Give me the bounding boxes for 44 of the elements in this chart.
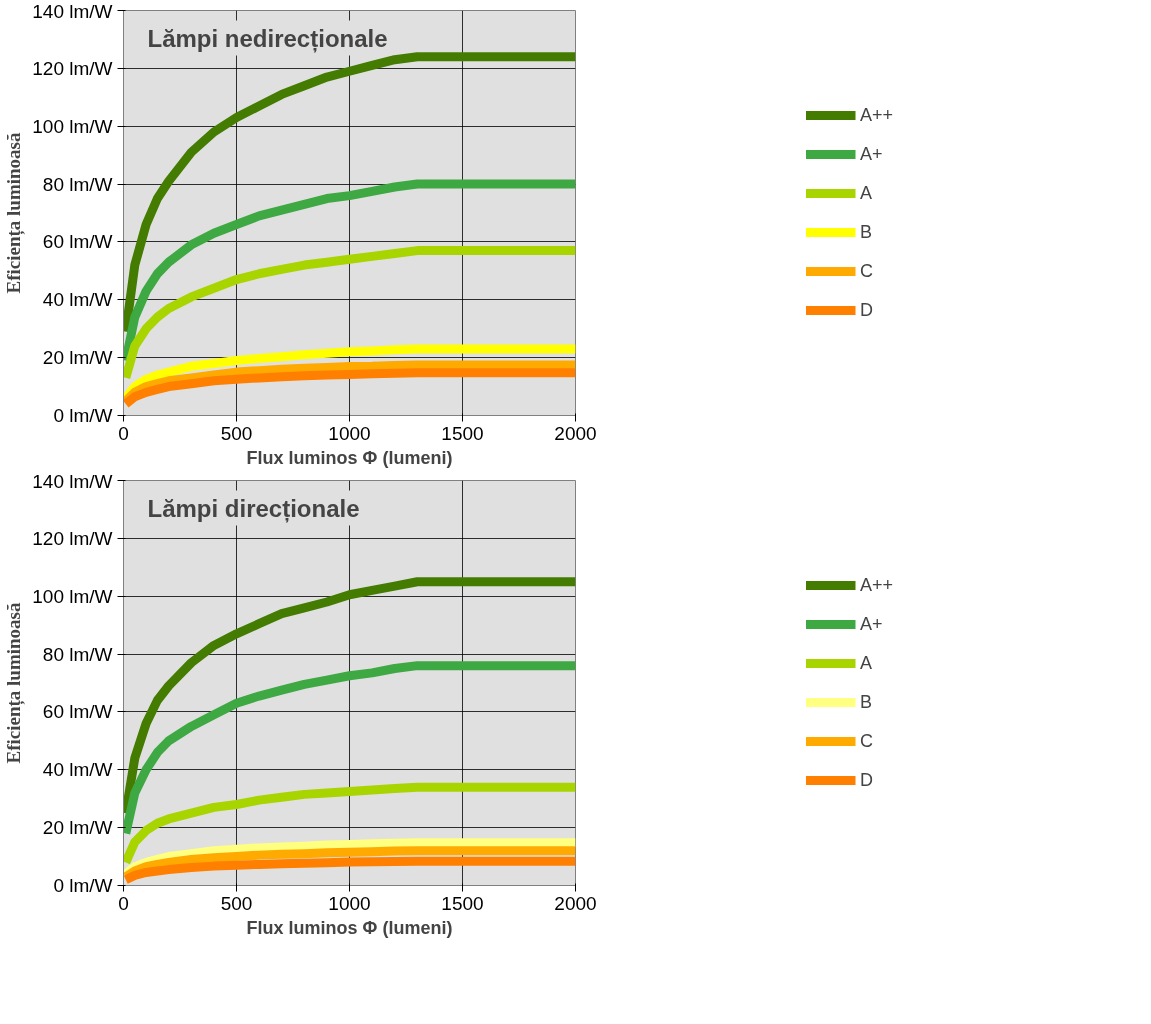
legend-label: D — [860, 769, 874, 791]
text: Lămpi direcționale — [147, 494, 360, 523]
y-tick-label: 20 lm/W — [42, 347, 113, 369]
y-axis-title: Eficiența luminoasă — [3, 602, 26, 764]
legend-label: B — [860, 691, 873, 713]
x-tick-label: 0 — [118, 422, 129, 444]
x-tick-label: 1500 — [441, 422, 484, 444]
legend-label: A+ — [860, 143, 884, 165]
y-tick-label: 0 lm/W — [53, 875, 113, 896]
y-tick-label: 80 lm/W — [42, 643, 113, 665]
y-tick-label: 60 lm/W — [42, 231, 113, 253]
legend-label: C — [860, 260, 874, 282]
x-tick-label: 0 — [118, 892, 129, 914]
legend-label: A — [860, 652, 873, 674]
y-tick-label: 80 lm/W — [42, 173, 113, 195]
y-tick-label: 120 lm/W — [32, 527, 113, 549]
x-tick-label: 2000 — [554, 422, 597, 444]
y-tick-label: 100 lm/W — [32, 585, 113, 607]
x-tick-label: 1000 — [328, 422, 371, 444]
x-axis-title: Flux luminos Φ (lumeni) — [246, 917, 453, 938]
legend-label: A++ — [860, 104, 895, 126]
legend-label: C — [860, 730, 874, 752]
x-tick-label: 1000 — [328, 892, 371, 914]
y-tick-label: 0 lm/W — [53, 405, 113, 426]
y-tick-label: 140 lm/W — [32, 470, 113, 492]
y-tick-label: 140 lm/W — [32, 0, 113, 22]
y-axis-title: Eficiența luminoasă — [3, 132, 26, 294]
x-tick-label: 500 — [220, 422, 253, 444]
legend-label: A++ — [860, 574, 895, 596]
x-axis-title: Flux luminos Φ (lumeni) — [246, 447, 453, 468]
x-tick-label: 1500 — [441, 892, 484, 914]
legend-label: A — [860, 182, 873, 204]
legend-label: A+ — [860, 613, 884, 635]
y-tick-label: 40 lm/W — [42, 289, 113, 311]
y-tick-label: 40 lm/W — [42, 759, 113, 781]
legend-label: B — [860, 221, 873, 243]
y-tick-label: 60 lm/W — [42, 701, 113, 723]
legend-label: D — [860, 299, 874, 321]
text: Lămpi nedirecționale — [147, 24, 388, 53]
y-tick-label: 20 lm/W — [42, 817, 113, 839]
x-tick-label: 2000 — [554, 892, 597, 914]
y-tick-label: 100 lm/W — [32, 115, 113, 137]
y-tick-label: 120 lm/W — [32, 57, 113, 79]
x-tick-label: 500 — [220, 892, 253, 914]
